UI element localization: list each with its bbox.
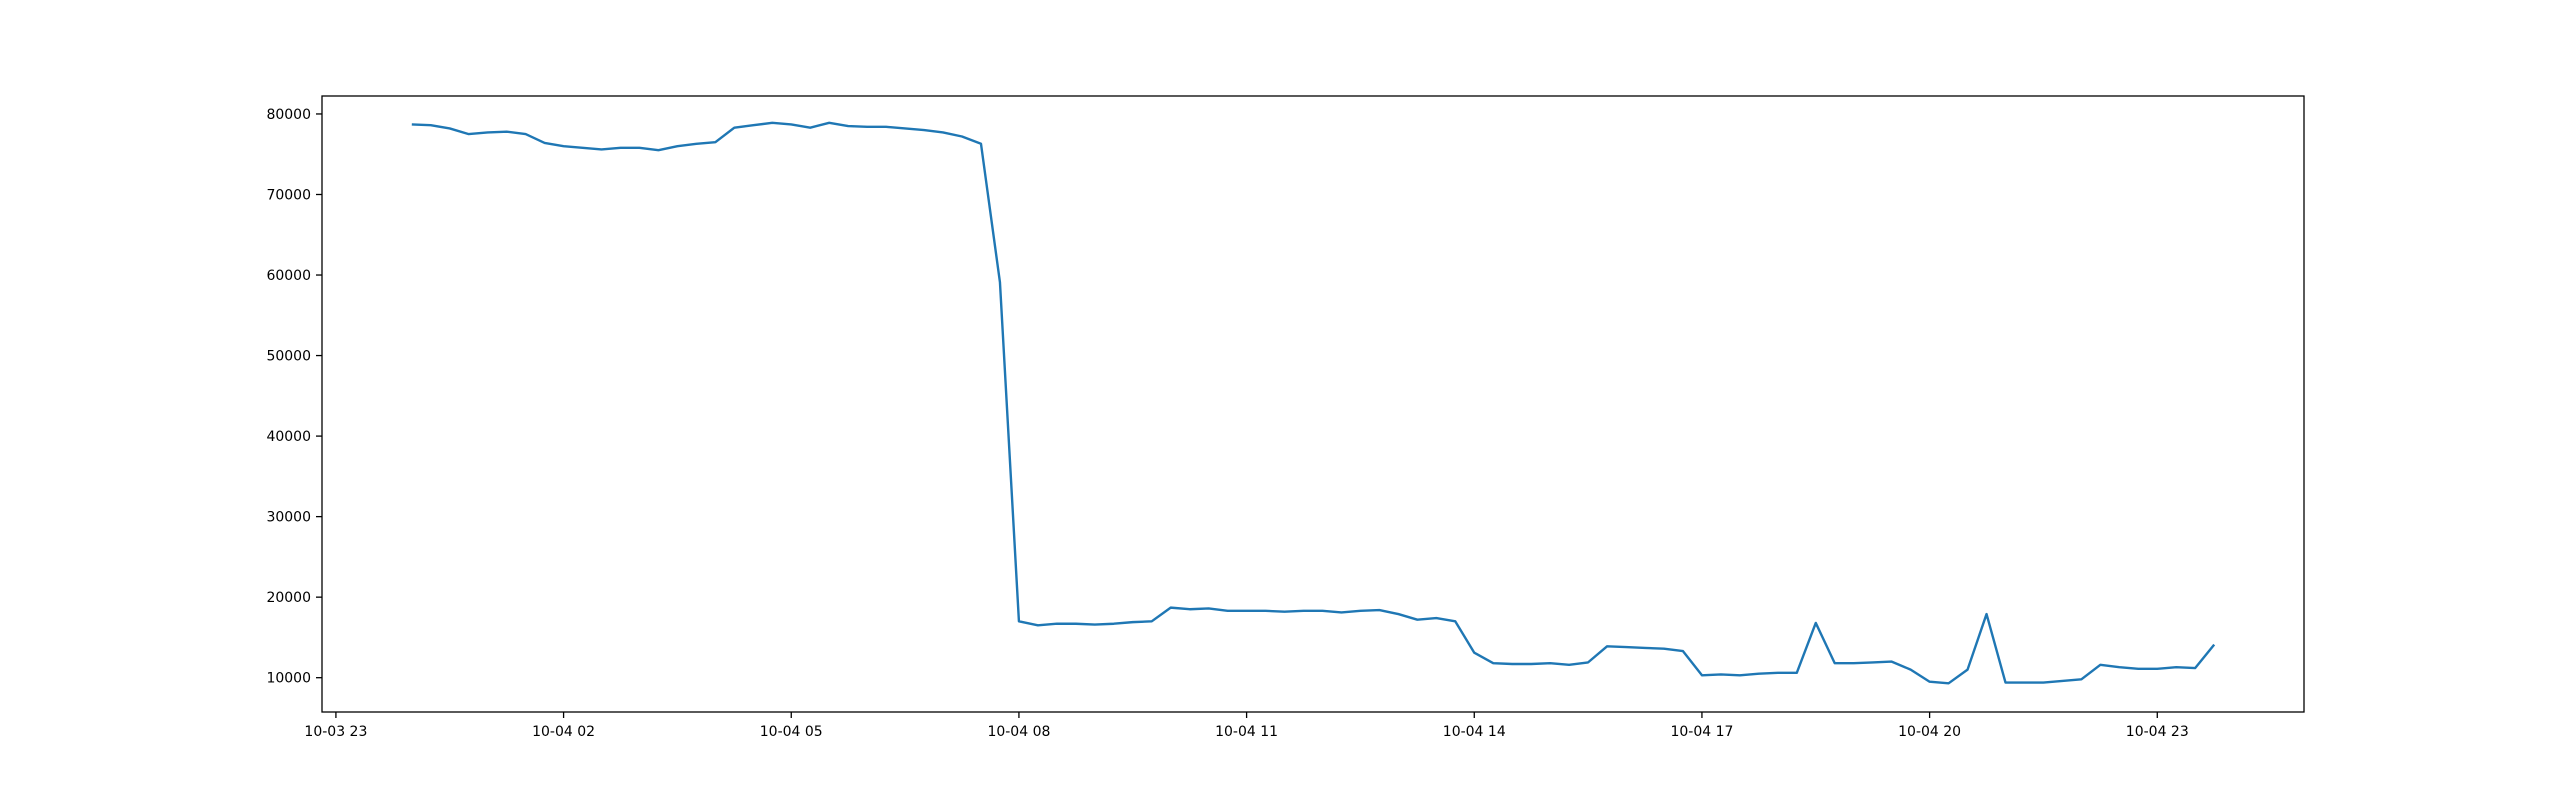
x-tick-label: 10-04 17	[1670, 724, 1733, 740]
x-tick-label: 10-04 14	[1443, 724, 1506, 740]
x-tick-label: 10-04 23	[2126, 724, 2189, 740]
x-tick-label: 10-03 23	[304, 724, 367, 740]
y-tick-label: 50000	[266, 349, 311, 365]
y-tick-label: 10000	[266, 671, 311, 687]
y-tick-label: 80000	[266, 107, 311, 123]
x-tick-label: 10-04 11	[1215, 724, 1278, 740]
y-tick-label: 20000	[266, 590, 311, 606]
x-tick-label: 10-04 08	[987, 724, 1050, 740]
plot-frame	[321, 95, 2305, 713]
series-line	[411, 121, 2216, 685]
x-tick-label: 10-04 05	[760, 724, 823, 740]
y-tick-label: 30000	[266, 510, 311, 526]
y-tick-label: 70000	[266, 187, 311, 203]
y-tick-label: 60000	[266, 268, 311, 284]
y-tick-label: 40000	[266, 429, 311, 445]
x-tick-label: 10-04 20	[1898, 724, 1961, 740]
x-tick-label: 10-04 02	[532, 724, 595, 740]
